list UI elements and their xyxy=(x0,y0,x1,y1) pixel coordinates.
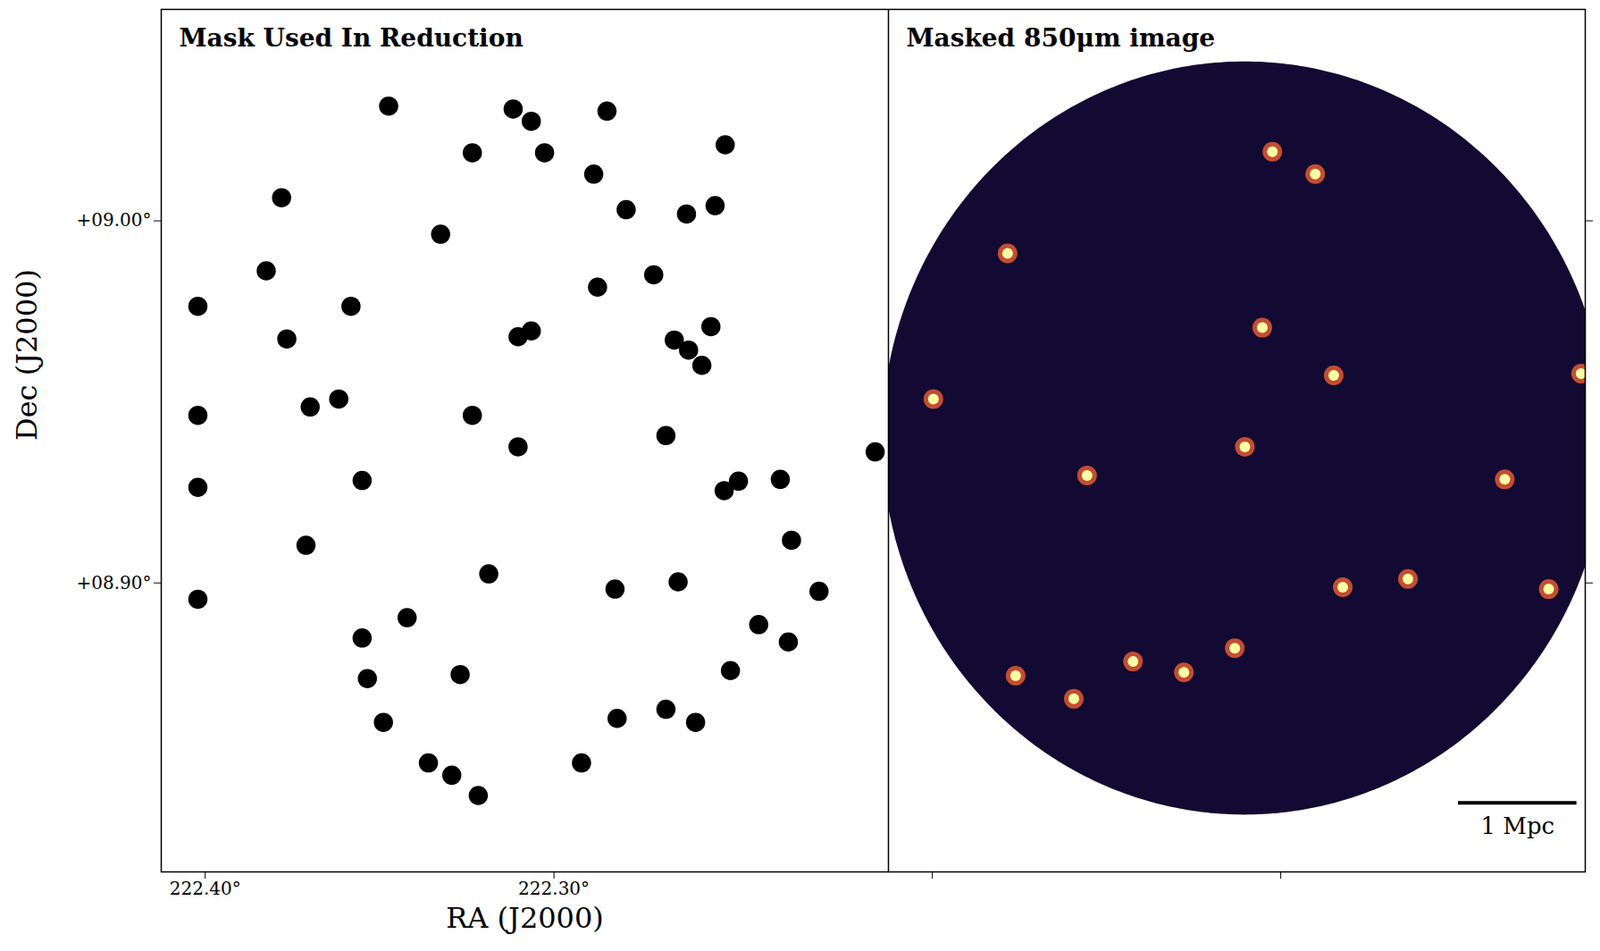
svg-text:1 Mpc: 1 Mpc xyxy=(1481,812,1556,839)
svg-text:222.40°: 222.40° xyxy=(169,877,242,899)
svg-text:Mask Used In Reduction: Mask Used In Reduction xyxy=(179,23,524,53)
svg-text:Dec (J2000): Dec (J2000) xyxy=(9,268,44,441)
svg-text:Masked 850μm image: Masked 850μm image xyxy=(906,23,1216,53)
svg-text:+09.00°: +09.00° xyxy=(75,209,151,231)
svg-text:RA (J2000): RA (J2000) xyxy=(445,900,604,935)
svg-text:+08.90°: +08.90° xyxy=(75,571,151,594)
svg-text:222.30°: 222.30° xyxy=(518,877,590,899)
